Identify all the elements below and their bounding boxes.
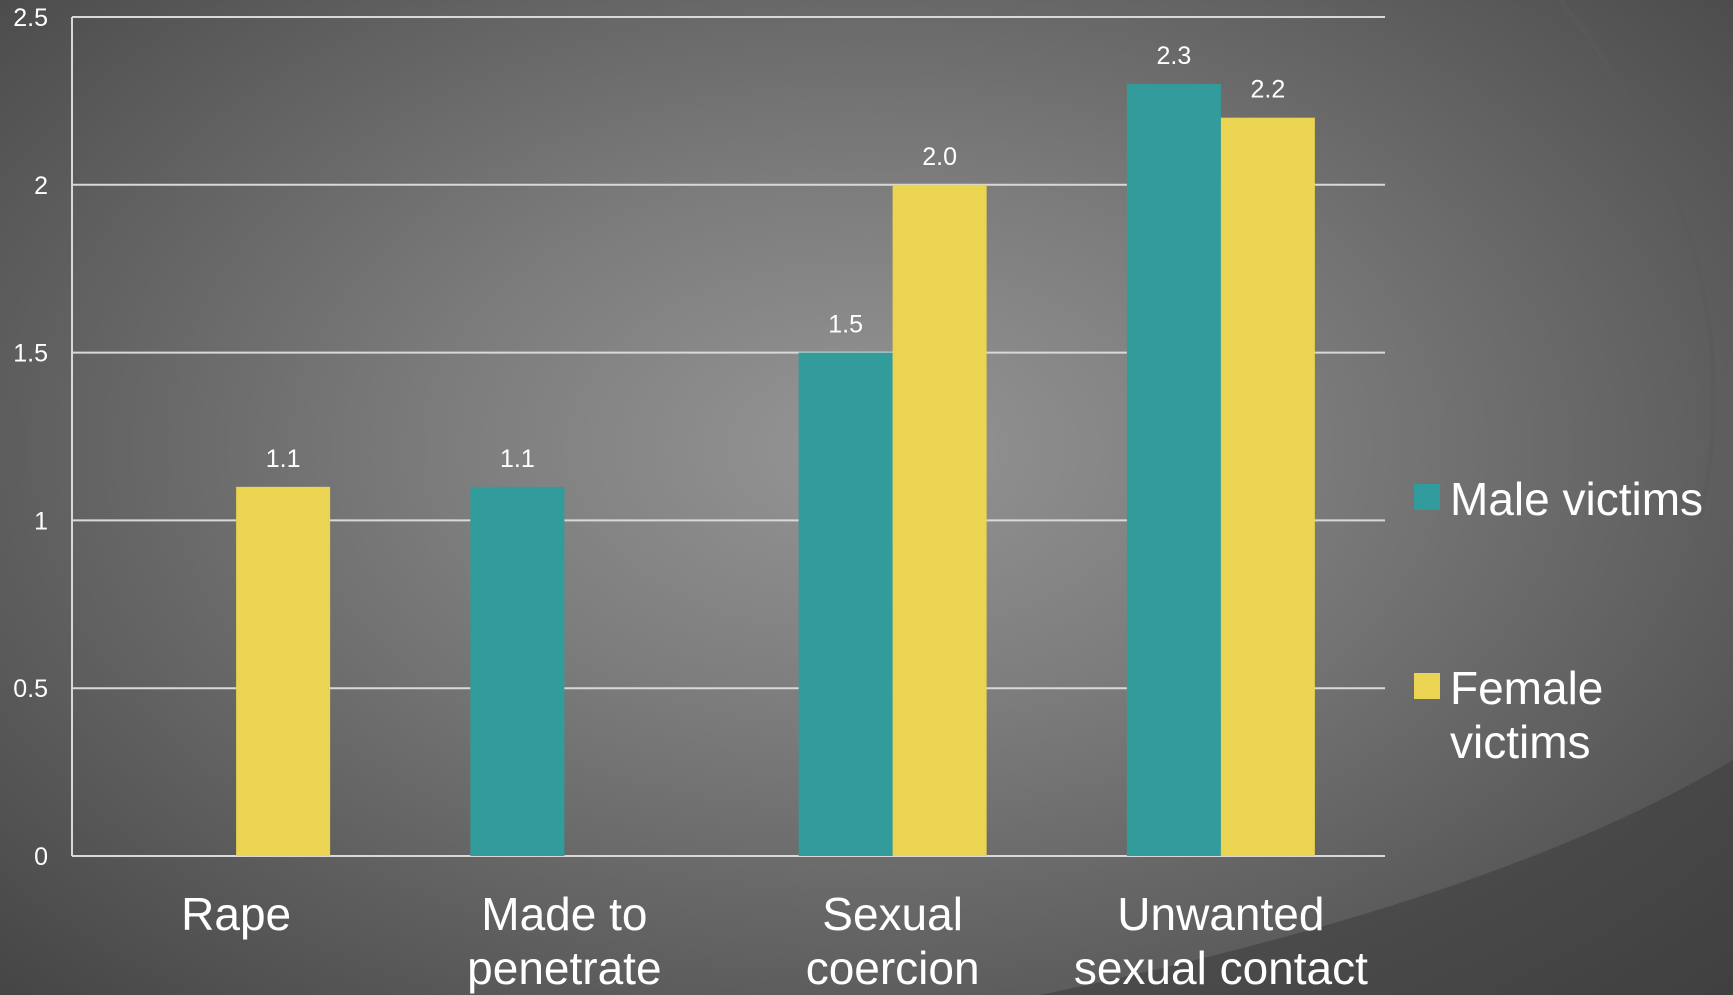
y-tick-label: 0.5 (13, 675, 48, 703)
bar-female-3 (1220, 117, 1315, 857)
bar-male-3 (1126, 84, 1221, 857)
legend-swatch-male (1414, 484, 1440, 510)
data-label: 1.1 (266, 445, 301, 473)
y-tick-label: 2.5 (13, 4, 48, 32)
x-tick-label: Made to penetrate (467, 888, 661, 994)
x-tick-label: Sexual coercion (806, 888, 980, 994)
data-label: 2.3 (1156, 42, 1191, 70)
bar-female-2 (892, 184, 987, 857)
legend-label-male: Male victims (1450, 473, 1704, 525)
data-label: 2.0 (922, 143, 957, 171)
legend-item-female: Female victims (1414, 661, 1650, 769)
bars (236, 84, 1315, 857)
data-label: 1.1 (500, 445, 535, 473)
bar-female-0 (236, 486, 331, 856)
y-tick-label: 2 (34, 172, 48, 200)
data-label: 2.2 (1250, 76, 1285, 104)
legend-swatch-female (1414, 673, 1440, 699)
legend-item-male: Male victims (1414, 472, 1733, 526)
y-tick-label: 1 (34, 507, 48, 535)
x-tick-label: Rape (181, 888, 291, 940)
x-axis-tick-labels: Rape Made to penetrate Sexual coercion Unwant… (181, 888, 1368, 994)
bar-male-2 (798, 352, 893, 856)
y-tick-label: 1.5 (13, 340, 48, 368)
y-tick-label: 0 (34, 843, 48, 871)
x-tick-label: Unwanted sexual contact (1074, 888, 1368, 994)
data-label: 1.5 (828, 311, 863, 339)
y-axis-tick-labels: 0 0.5 1 1.5 2 2.5 (13, 4, 48, 871)
bar-male-1 (470, 486, 565, 856)
data-labels: 1.1 1.1 1.5 2.0 2.3 2.2 (266, 42, 1286, 473)
legend-label-female: Female victims (1450, 662, 1604, 768)
